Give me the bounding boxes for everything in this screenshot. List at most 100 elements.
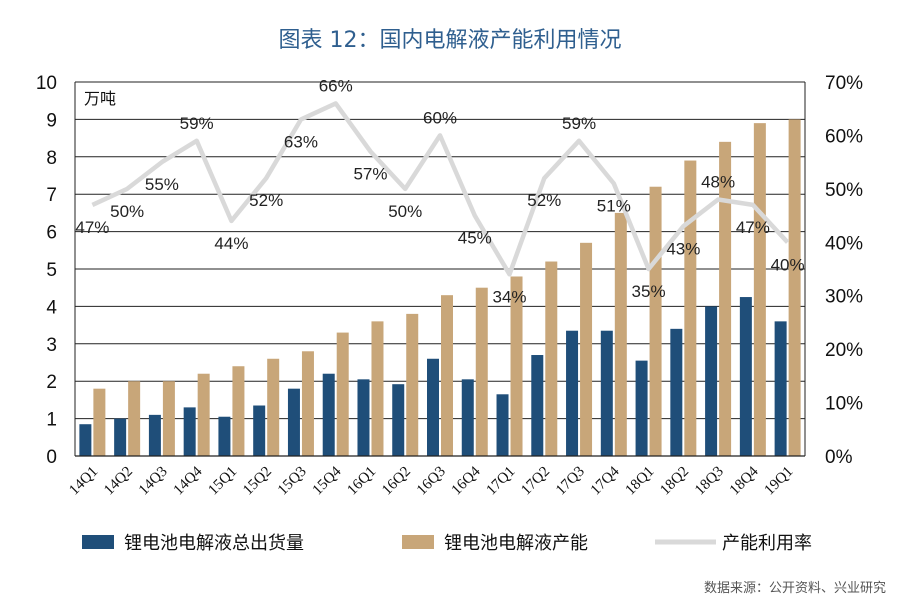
bar-capacity — [580, 242, 593, 456]
legend-swatch-capacity — [402, 535, 434, 549]
bar-capacity — [232, 366, 245, 456]
x-tick-label: 17Q3 — [553, 464, 588, 499]
bar-capacity — [197, 373, 210, 456]
bar-shipment — [287, 388, 300, 456]
y2-tick-label: 0% — [825, 447, 853, 468]
y-tick-label: 8 — [46, 148, 57, 169]
data-label: 34% — [493, 287, 527, 306]
y-tick-label: 1 — [46, 410, 57, 431]
y2-tick-label: 40% — [825, 233, 863, 254]
legend-label-capacity: 锂电池电解液产能 — [444, 533, 588, 554]
utilization-line — [91, 101, 790, 277]
bar-shipment — [392, 384, 405, 456]
x-axis: 14Q1 14Q2 14Q3 14Q4 15Q1 15Q2 15Q3 15Q4 16Q1 16Q2… — [66, 455, 805, 499]
y-tick-label: 2 — [46, 372, 57, 393]
data-label: 59% — [180, 114, 214, 133]
bar-shipment — [253, 405, 266, 456]
legend: 锂电池电解液总出货量 锂电池电解液产能 产能利用率 — [82, 533, 812, 554]
y-tick-label: 6 — [46, 223, 57, 244]
bar-shipment — [600, 330, 613, 456]
bar-capacity — [753, 123, 766, 456]
x-tick-label: 16Q2 — [379, 464, 414, 499]
data-label: 66% — [319, 76, 353, 95]
data-label: 59% — [562, 114, 596, 133]
x-tick-label: 18Q4 — [727, 463, 762, 498]
x-tick-label: 18Q2 — [657, 464, 692, 499]
bar-capacity — [301, 351, 314, 456]
data-label: 48% — [701, 173, 735, 192]
bar-capacity — [649, 186, 662, 456]
y-axis-right: 0% 10% 20% 30% 40% 50% 60% 70% — [804, 73, 863, 468]
y-tick-label: 3 — [46, 335, 57, 356]
data-label: 50% — [110, 202, 144, 221]
bar-shipment — [114, 418, 127, 456]
data-label: 57% — [353, 164, 387, 183]
y-tick-label: 0 — [46, 447, 57, 468]
bar-shipment — [148, 414, 161, 456]
gridlines — [75, 81, 805, 420]
x-tick-label: 14Q1 — [66, 464, 101, 499]
bar-shipment — [566, 330, 579, 456]
data-label: 47% — [75, 218, 109, 237]
y-unit-label: 万吨 — [84, 89, 116, 108]
bar-capacity — [371, 321, 384, 456]
bar-shipment — [427, 358, 439, 456]
data-label: 60% — [423, 108, 457, 127]
x-tick-label: 15Q3 — [275, 464, 310, 499]
x-tick-label: 17Q2 — [518, 464, 553, 499]
bar-shipment — [183, 407, 196, 456]
bar-shipment — [705, 306, 718, 456]
bar-capacity — [162, 381, 175, 456]
bar-capacity — [267, 358, 280, 456]
legend-swatch-shipment — [82, 535, 114, 549]
bar-capacity — [93, 388, 106, 456]
x-tick-label: 18Q1 — [623, 464, 658, 499]
bars — [79, 119, 801, 457]
y2-tick-label: 60% — [825, 126, 863, 147]
data-label: 52% — [527, 191, 561, 210]
bar-capacity — [788, 119, 801, 457]
bar-capacity — [475, 287, 488, 456]
y2-tick-label: 50% — [825, 180, 863, 201]
data-label: 52% — [249, 191, 283, 210]
data-label: 51% — [597, 197, 631, 216]
x-tick-label: 14Q3 — [136, 464, 171, 499]
bar-shipment — [531, 355, 544, 456]
data-label: 44% — [214, 234, 248, 253]
data-label: 50% — [388, 202, 422, 221]
y-tick-label: 4 — [46, 297, 57, 318]
bar-shipment — [218, 416, 231, 456]
bar-capacity — [684, 160, 697, 457]
data-label: 43% — [666, 239, 700, 258]
data-label: 63% — [284, 132, 318, 151]
y-tick-label: 7 — [46, 185, 57, 206]
data-label: 35% — [632, 282, 666, 301]
bar-shipment — [670, 328, 683, 456]
y2-tick-label: 10% — [825, 394, 863, 415]
y2-tick-label: 70% — [825, 73, 863, 94]
y-tick-label: 10 — [36, 73, 57, 94]
y-tick-label: 5 — [46, 260, 57, 281]
x-tick-label: 15Q2 — [240, 464, 275, 499]
data-label: 45% — [458, 229, 492, 248]
legend-label-utilization: 产能利用率 — [722, 533, 812, 554]
data-label: 55% — [145, 175, 179, 194]
x-tick-label: 19Q1 — [762, 464, 797, 499]
x-tick-label: 15Q1 — [205, 464, 240, 499]
y-axis-left: 0 1 2 3 4 5 6 7 8 9 10 — [36, 73, 76, 468]
bar-capacity — [719, 141, 732, 456]
bar-capacity — [441, 295, 453, 456]
bar-shipment — [461, 379, 474, 456]
x-tick-label: 18Q3 — [692, 464, 727, 499]
x-tick-label: 16Q4 — [449, 463, 484, 498]
bar-capacity — [336, 332, 349, 456]
x-tick-label: 17Q4 — [588, 463, 623, 498]
x-tick-label: 14Q2 — [101, 464, 136, 499]
bar-shipment — [79, 424, 92, 456]
x-tick-label: 16Q1 — [344, 464, 379, 499]
bar-capacity — [614, 212, 627, 456]
bar-shipment — [496, 394, 509, 456]
y2-tick-label: 30% — [825, 287, 863, 308]
bar-shipment — [635, 360, 648, 456]
